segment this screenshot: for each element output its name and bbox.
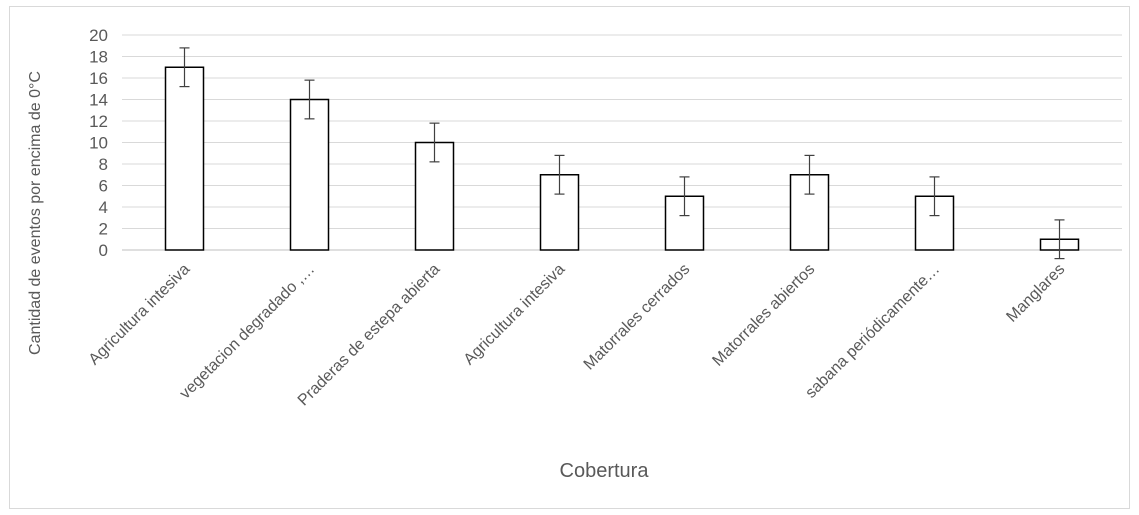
y-tick-label: 12	[89, 112, 108, 131]
x-tick-label: Manglares	[1003, 261, 1068, 326]
x-tick-label: Matorrales abiertos	[709, 261, 818, 370]
x-tick-label: sabana periódicamente…	[802, 261, 943, 402]
y-tick-label: 2	[99, 220, 108, 239]
error-bar	[429, 122, 440, 163]
error-bar	[1054, 219, 1065, 260]
x-tick-label: Praderas de estepa abierta	[295, 261, 444, 410]
bar	[164, 66, 205, 251]
error-bar	[929, 176, 940, 217]
error-bar	[304, 79, 315, 120]
y-axis-label: Cantidad de eventos por encima de 0°C	[27, 71, 44, 355]
y-tick-label: 8	[99, 155, 108, 174]
gridlines	[122, 34, 1122, 251]
y-tick-label: 14	[89, 91, 108, 110]
x-tick-label: Agricultura intesiva	[86, 261, 194, 369]
x-tick-label: Matorrales cerrados	[581, 261, 694, 374]
bars	[164, 66, 1080, 251]
y-tick-label: 10	[89, 134, 108, 153]
error-bars	[179, 47, 1065, 260]
error-bar	[554, 154, 565, 195]
chart-frame: 0 2 4 6 8 10 12 14 16 18 20 Agricultura intesiva ve…	[9, 6, 1130, 509]
y-tick-label: 16	[89, 69, 108, 88]
error-bar	[804, 154, 815, 195]
y-tick-label: 0	[99, 241, 108, 260]
error-bar	[679, 176, 690, 217]
y-tick-label: 6	[99, 177, 108, 196]
x-tick-label: Agricultura intesiva	[461, 261, 569, 369]
y-tick-label: 20	[89, 26, 108, 45]
y-axis-ticks: 0 2 4 6 8 10 12 14 16 18 20	[89, 26, 108, 260]
x-tick-label: vegetacion degradado ,…	[177, 261, 319, 403]
bar	[289, 98, 330, 251]
error-bar	[179, 47, 190, 88]
y-tick-label: 4	[99, 198, 108, 217]
y-tick-label: 18	[89, 48, 108, 67]
x-axis-label: Cobertura	[560, 460, 650, 482]
